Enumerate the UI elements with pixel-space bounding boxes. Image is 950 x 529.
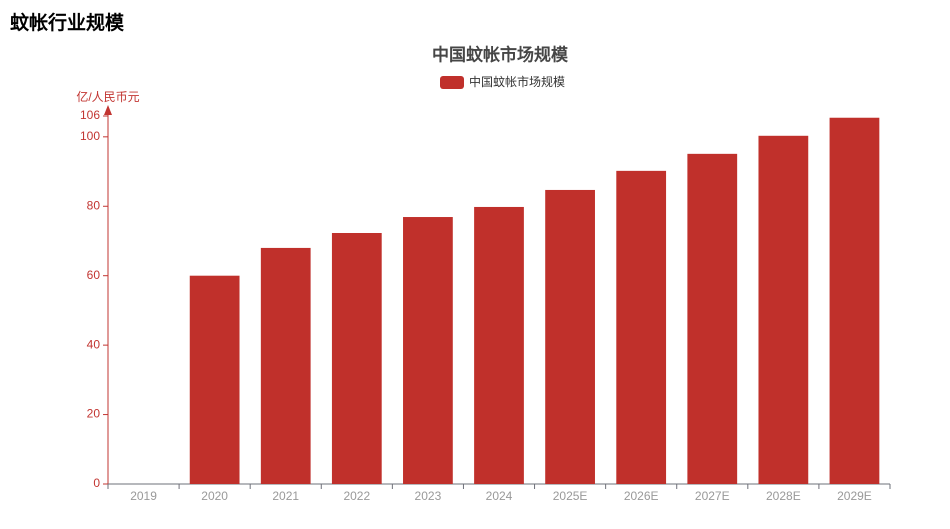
bar — [545, 189, 595, 484]
bar — [260, 247, 311, 484]
x-tick-label: 2023 — [415, 489, 442, 503]
y-tick-label: 106 — [80, 108, 100, 122]
bar — [474, 206, 524, 484]
legend-swatch — [440, 76, 464, 89]
bar — [403, 217, 453, 484]
page-heading: 蚊帐行业规模 — [10, 13, 125, 34]
y-tick-label: 80 — [87, 198, 101, 212]
y-tick-label: 20 — [87, 407, 101, 421]
bar — [189, 275, 240, 484]
y-tick-label: 60 — [87, 268, 101, 282]
y-tick-label: 40 — [87, 337, 101, 351]
x-tick-label: 2021 — [272, 489, 299, 503]
x-tick-label: 2024 — [486, 489, 513, 503]
bar — [331, 232, 382, 484]
y-tick-label: 0 — [93, 476, 100, 490]
bar — [829, 117, 880, 485]
bar — [687, 153, 738, 485]
x-tick-label: 2027E — [695, 489, 730, 503]
y-tick-label: 100 — [80, 129, 100, 143]
x-tick-label: 2028E — [766, 489, 801, 503]
bar — [616, 170, 667, 484]
x-tick-label: 2029E — [837, 489, 872, 503]
x-tick-label: 2026E — [624, 489, 659, 503]
x-tick-label: 2025E — [553, 489, 588, 503]
y-axis-arrow — [104, 105, 112, 115]
legend-label: 中国蚊帐市场规模 — [469, 74, 565, 89]
x-tick-label: 2020 — [201, 489, 228, 503]
chart-title: 中国蚊帐市场规模 — [432, 44, 569, 64]
x-tick-label: 2019 — [130, 489, 157, 503]
y-axis-label: 亿/人民币元 — [76, 89, 139, 104]
bar — [758, 135, 809, 484]
x-tick-label: 2022 — [343, 489, 370, 503]
